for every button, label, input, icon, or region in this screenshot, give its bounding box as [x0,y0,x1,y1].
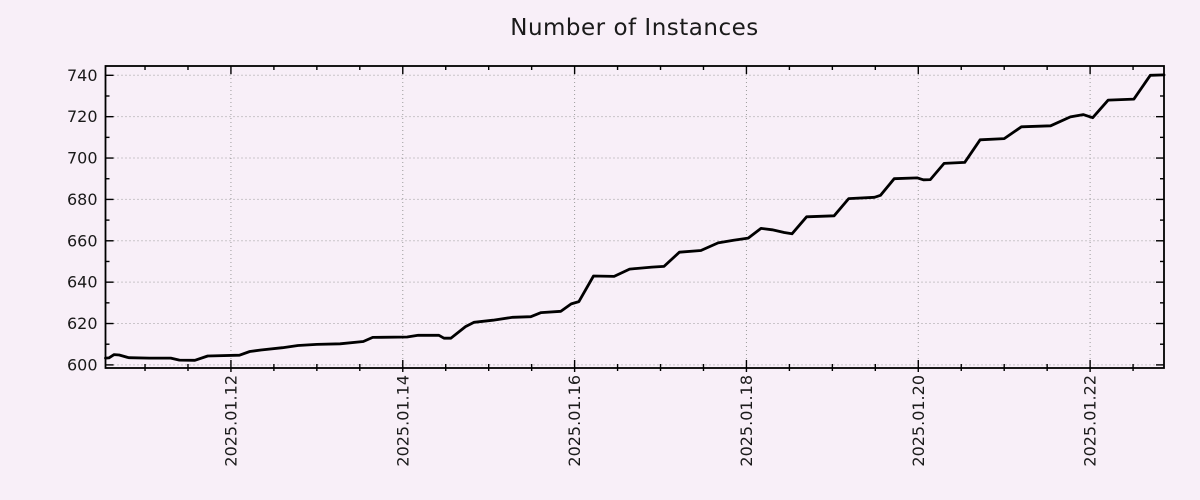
gridlines [105,66,1164,368]
y-tick-label: 700 [67,149,98,168]
x-tick-label: 2025.01.22 [1081,375,1100,467]
y-tick-label: 740 [67,66,98,85]
y-tick-label: 680 [67,190,98,209]
axis-ticks [105,66,1164,372]
x-tick-label: 2025.01.12 [221,375,240,467]
y-tick-label: 720 [67,107,98,126]
x-tick-label: 2025.01.20 [909,375,928,467]
x-tick-label: 2025.01.14 [393,375,412,467]
y-tick-label: 600 [67,355,98,374]
y-tick-label: 640 [67,273,98,292]
tick-labels: 600 620 640 660 680 700 720 740 2025.01.12 2025.0… [67,66,1100,467]
chart-title: Number of Instances [510,15,759,41]
y-tick-label: 660 [67,231,98,250]
x-tick-label: 2025.01.16 [565,375,584,467]
y-tick-label: 620 [67,314,98,333]
series-line [104,73,1166,362]
x-tick-label: 2025.01.18 [737,375,756,467]
plot-border [104,65,1165,369]
